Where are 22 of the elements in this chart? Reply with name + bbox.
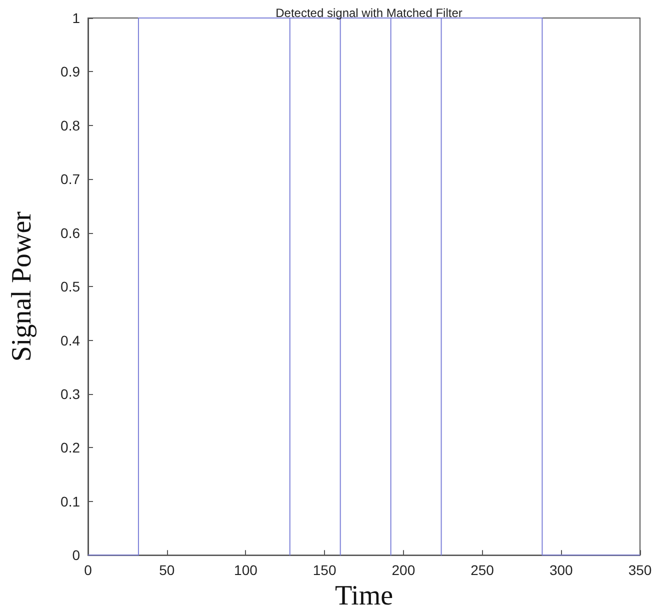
x-tick-label: 200 xyxy=(392,562,416,578)
y-tick-label: 0.5 xyxy=(60,278,80,295)
y-tick-label: 1 xyxy=(72,10,80,26)
y-tick-label: 0.9 xyxy=(60,64,80,80)
x-tick-label: 100 xyxy=(234,562,258,578)
y-tick-label: 0.2 xyxy=(60,440,80,456)
x-tick-label: 300 xyxy=(549,562,574,578)
x-tick-label: 250 xyxy=(470,562,494,578)
y-tick-label: 0.4 xyxy=(60,332,80,348)
x-tick-label: 350 xyxy=(628,562,652,578)
y-tick-label: 0.6 xyxy=(60,224,80,241)
y-axis-title: Signal Power xyxy=(6,210,38,362)
x-tick-label: 150 xyxy=(312,562,336,578)
x-tick-label: 50 xyxy=(159,562,175,578)
y-tick-label: 0.3 xyxy=(60,386,80,402)
x-axis-title: Time xyxy=(334,580,394,612)
x-tick-label: 0 xyxy=(84,562,92,578)
y-tick-label: 0.1 xyxy=(60,493,80,510)
y-tick-label: 0 xyxy=(72,547,80,564)
y-tick-label: 0.8 xyxy=(60,117,80,134)
y-tick-label: 0.7 xyxy=(60,171,80,188)
chart-title: Detected signal with Matched Filter xyxy=(276,6,462,20)
